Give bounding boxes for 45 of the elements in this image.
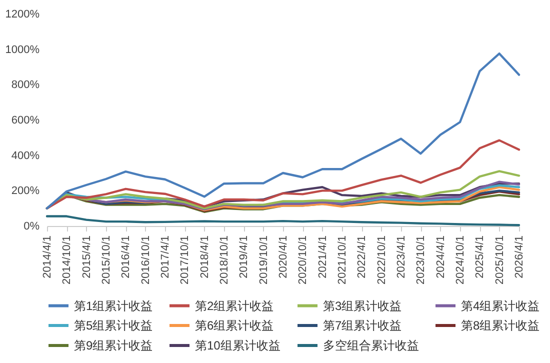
y-tick-label: 0% [24,220,40,232]
legend-label: 第10组累计收益 [195,338,280,352]
legend-label: 第3组累计收益 [323,298,402,313]
legend-label: 第8组累计收益 [461,318,540,332]
line-series [46,139,520,210]
legend-label: 第2组累计收益 [195,298,274,313]
x-tick-label: 2020/10/1 [297,236,310,284]
x-tick-label: 2016/4/1 [120,236,132,278]
x-tick-label: 2019/4/1 [238,236,250,278]
x-tick-label: 2025/10/1 [494,236,506,284]
x-tick-label: 2018/10/1 [218,236,230,284]
legend-label: 第6组累计收益 [195,318,274,332]
x-tick-label: 2018/4/1 [198,236,211,278]
legend-label: 多空组合累计收益 [323,338,419,352]
y-tick-label: 800% [11,79,40,92]
line-series [46,52,520,210]
y-tick-label: 1000% [5,44,40,56]
x-tick-label: 2021/4/1 [316,236,329,278]
y-tick-label: 600% [11,114,40,126]
x-tick-label: 2021/10/1 [336,236,348,284]
x-tick-label: 2024/10/1 [454,236,466,284]
x-tick-label: 2014/10/1 [61,236,74,284]
x-tick-label: 2019/10/1 [258,236,270,284]
x-tick-label: 2022/4/1 [356,236,368,278]
legend-label: 第1组累计收益 [74,298,153,313]
x-tick-label: 2023/4/1 [396,236,408,278]
y-tick-label: 1200% [5,8,40,20]
x-tick-label: 2025/4/1 [474,236,486,278]
x-tick-label: 2016/10/1 [140,236,152,284]
x-tick-label: 2014/4/1 [42,236,54,278]
legend-label: 第4组累计收益 [461,298,540,313]
x-tick-label: 2022/10/1 [376,236,388,284]
x-tick-label: 2015/4/1 [80,236,93,278]
x-tick-label: 2024/4/1 [434,236,447,278]
x-tick-label: 2023/10/1 [415,236,428,284]
x-tick-label: 2015/10/1 [100,236,112,284]
x-tick-label: 2017/10/1 [179,236,192,284]
x-tick-label: 2026/4/1 [514,236,526,278]
x-tick-label: 2020/4/1 [278,236,290,278]
y-tick-label: 200% [11,185,40,198]
y-tick-label: 400% [11,150,40,162]
legend-label: 第5组累计收益 [74,318,153,332]
x-tick-label: 2017/4/1 [160,236,172,278]
legend-label: 第7组累计收益 [323,318,402,332]
legend-label: 第9组累计收益 [74,338,153,352]
